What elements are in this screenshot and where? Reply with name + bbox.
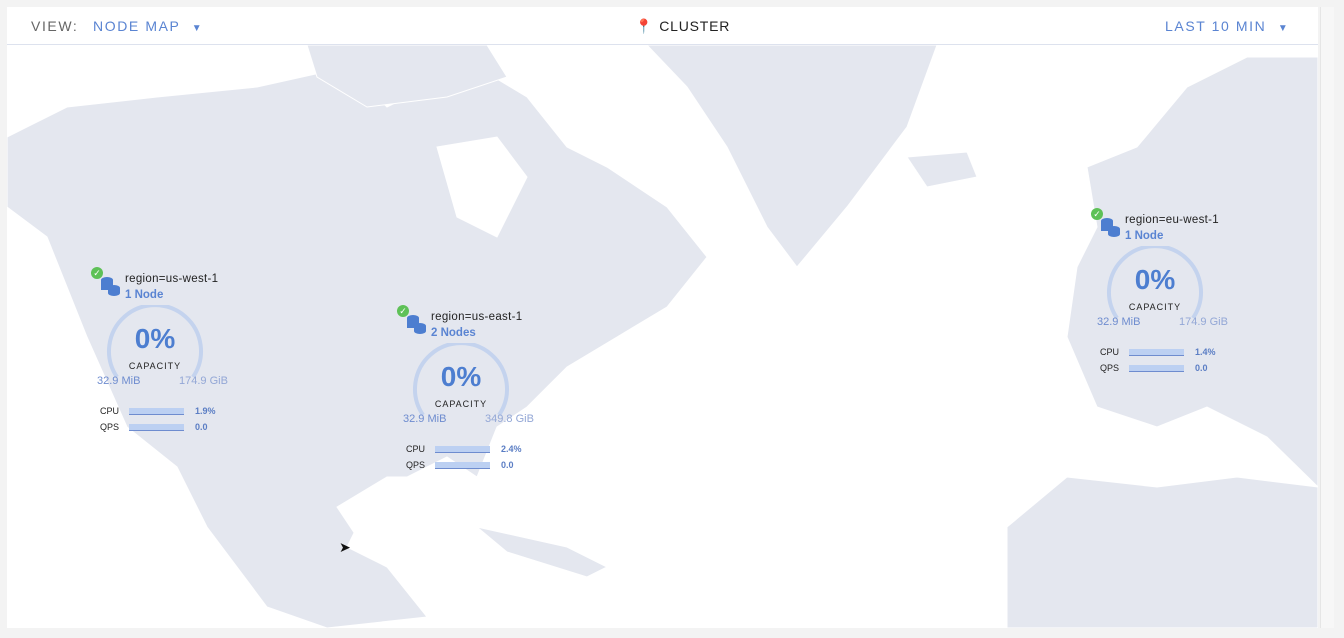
cluster-label: CLUSTER bbox=[659, 18, 731, 34]
total-storage: 349.8 GiB bbox=[485, 413, 534, 425]
region-node-eu-west-1[interactable]: ✓ region=eu-west-1 1 Node 0% CAPACITY 32… bbox=[1091, 208, 1251, 408]
cpu-value: 1.4% bbox=[1195, 347, 1216, 357]
capacity-gauge bbox=[413, 343, 509, 417]
time-range-dropdown[interactable]: LAST 10 MIN ▼ bbox=[1165, 18, 1289, 34]
qps-value: 0.0 bbox=[1195, 363, 1208, 373]
qps-sparkline bbox=[129, 424, 184, 431]
database-icon bbox=[1101, 218, 1120, 237]
node-count: 1 Node bbox=[1125, 230, 1164, 242]
qps-sparkline bbox=[1129, 365, 1184, 372]
qps-value: 0.0 bbox=[195, 422, 208, 432]
time-range-value: LAST 10 MIN bbox=[1165, 18, 1267, 34]
check-circle-icon: ✓ bbox=[91, 267, 103, 279]
header-bar: VIEW: NODE MAP ▼ 📍 CLUSTER LAST 10 MIN ▼ bbox=[7, 7, 1318, 45]
total-storage: 174.9 GiB bbox=[1179, 316, 1228, 328]
cpu-sparkline bbox=[129, 408, 184, 415]
land-caribbean bbox=[476, 526, 609, 578]
capacity-percent: 0% bbox=[134, 323, 176, 354]
capacity-gauge bbox=[107, 305, 203, 379]
map-pin-icon: 📍 bbox=[635, 18, 654, 34]
cpu-value: 2.4% bbox=[501, 444, 522, 454]
land-greenland bbox=[646, 45, 938, 268]
node-count: 1 Node bbox=[125, 289, 164, 301]
view-dropdown[interactable]: NODE MAP ▼ bbox=[93, 18, 203, 34]
cpu-value: 1.9% bbox=[195, 406, 216, 416]
used-storage: 32.9 MiB bbox=[1097, 316, 1141, 328]
cpu-sparkline bbox=[435, 446, 490, 453]
land-arctic-islands bbox=[306, 45, 508, 108]
capacity-label: CAPACITY bbox=[128, 361, 182, 371]
check-circle-icon: ✓ bbox=[397, 305, 409, 317]
cpu-label: CPU bbox=[100, 406, 120, 416]
capacity-label: CAPACITY bbox=[1128, 302, 1182, 312]
used-storage: 32.9 MiB bbox=[97, 375, 141, 387]
check-circle-icon: ✓ bbox=[1091, 208, 1103, 220]
capacity-label: CAPACITY bbox=[434, 399, 488, 409]
mouse-cursor-icon: ➤ bbox=[339, 539, 351, 555]
database-icon bbox=[407, 315, 426, 334]
region-node-us-east-1[interactable]: ✓ region=us-east-1 2 Nodes 0% CAPACITY 3… bbox=[397, 305, 557, 505]
database-icon bbox=[101, 277, 120, 296]
capacity-percent: 0% bbox=[440, 361, 482, 392]
region-name: region=us-west-1 bbox=[125, 273, 219, 285]
qps-label: QPS bbox=[100, 422, 120, 432]
total-storage: 174.9 GiB bbox=[179, 375, 228, 387]
world-map[interactable] bbox=[7, 45, 1318, 628]
qps-sparkline bbox=[435, 462, 490, 469]
cpu-sparkline bbox=[1129, 349, 1184, 356]
region-name: region=us-east-1 bbox=[431, 311, 523, 323]
cpu-label: CPU bbox=[406, 444, 426, 454]
region-name: region=eu-west-1 bbox=[1125, 214, 1219, 226]
capacity-percent: 0% bbox=[1134, 264, 1176, 295]
node-count: 2 Nodes bbox=[431, 327, 476, 339]
used-storage: 32.9 MiB bbox=[403, 413, 447, 425]
cluster-breadcrumb[interactable]: 📍 CLUSTER bbox=[635, 18, 730, 35]
region-node-us-west-1[interactable]: ✓ region=us-west-1 1 Node 0% CAPACITY 32… bbox=[91, 267, 251, 467]
chevron-down-icon: ▼ bbox=[1277, 23, 1290, 34]
view-label: VIEW: bbox=[31, 18, 79, 34]
view-value: NODE MAP bbox=[93, 18, 181, 34]
land-hudson-water bbox=[436, 136, 528, 238]
chevron-down-icon: ▼ bbox=[191, 23, 204, 34]
cpu-label: CPU bbox=[1100, 347, 1120, 357]
land-iceland bbox=[906, 151, 978, 188]
cluster-window: VIEW: NODE MAP ▼ 📍 CLUSTER LAST 10 MIN ▼ … bbox=[7, 7, 1318, 628]
qps-label: QPS bbox=[1100, 363, 1120, 373]
qps-label: QPS bbox=[406, 460, 426, 470]
land-europe bbox=[1006, 56, 1318, 628]
qps-value: 0.0 bbox=[501, 460, 514, 470]
capacity-gauge bbox=[1107, 246, 1203, 320]
scrollbar[interactable] bbox=[1320, 7, 1334, 628]
